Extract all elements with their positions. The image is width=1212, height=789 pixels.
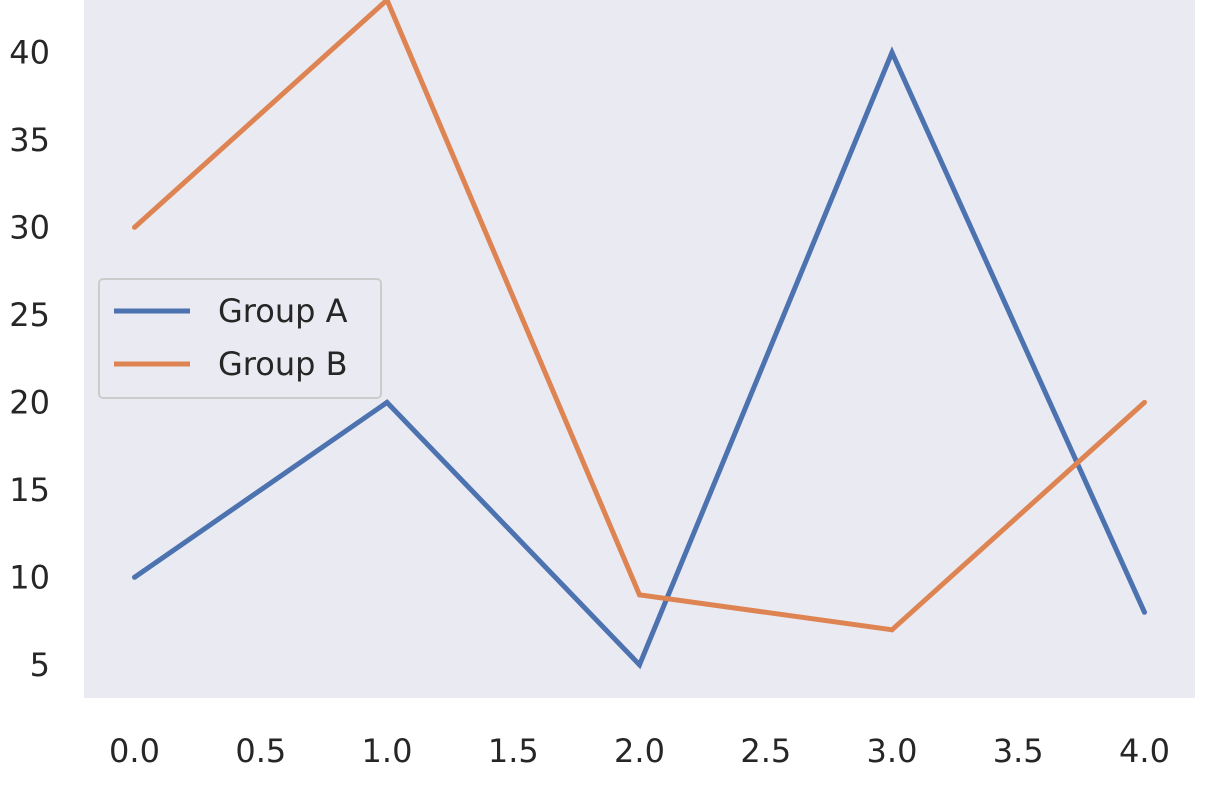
x-tick-label: 3.5 [993,732,1044,770]
data-point-group-b-2 [637,592,642,598]
x-axis-ticks: 0.0 0.5 1.0 1.5 2.0 2.5 3.0 3.5 4.0 [109,732,1170,770]
x-tick-label: 0.0 [109,732,160,770]
x-tick-label: 1.0 [362,732,413,770]
y-tick-label: 30 [9,208,50,246]
data-point-group-a-1 [384,399,390,405]
y-tick-label: 20 [9,383,50,421]
data-point-group-a-4 [1142,609,1147,615]
y-tick-label: 25 [9,296,50,334]
x-tick-label: 2.5 [740,732,791,770]
y-tick-label: 10 [9,558,50,596]
x-tick-label: 3.0 [867,732,918,770]
legend-label-group-b: Group B [218,345,348,383]
x-tick-label: 0.5 [235,732,286,770]
series-layer [132,0,1147,670]
data-point-group-b-3 [889,627,895,633]
data-point-group-a-2 [637,662,642,668]
x-tick-label: 1.5 [488,732,539,770]
data-point-group-a-3 [889,50,895,55]
y-tick-label: 35 [9,121,50,159]
y-tick-label: 40 [9,34,50,72]
data-point-group-a-0 [132,574,137,580]
y-tick-label: 5 [30,646,50,684]
data-point-group-b-1 [384,0,390,3]
x-tick-label: 4.0 [1119,732,1170,770]
x-tick-label: 2.0 [614,732,665,770]
legend: Group A Group B [98,278,382,399]
legend-label-group-a: Group A [218,292,348,330]
data-point-group-b-4 [1142,399,1147,405]
data-point-group-b-0 [132,224,137,230]
y-axis-ticks: 5 10 15 20 25 30 35 40 [9,34,50,684]
y-tick-label: 15 [9,471,50,509]
